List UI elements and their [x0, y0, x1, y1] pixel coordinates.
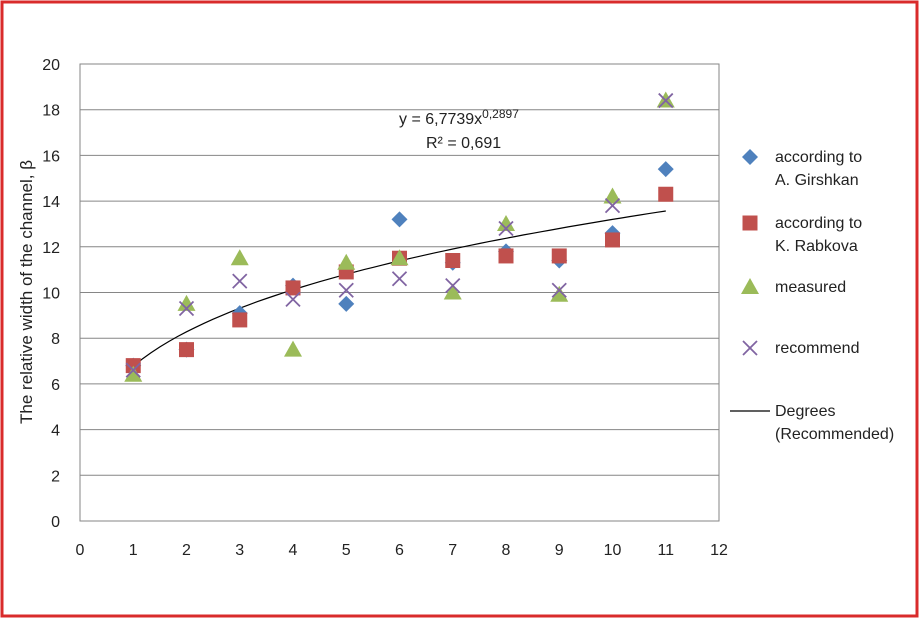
data-point-triangle — [390, 249, 409, 266]
legend-label: recommend — [775, 340, 859, 357]
data-point-x — [125, 362, 141, 378]
y-tick-label: 20 — [42, 57, 60, 74]
data-point-triangle — [177, 294, 196, 311]
data-point-square — [125, 358, 141, 374]
data-point-square — [498, 248, 514, 264]
x-tick-label: 3 — [235, 542, 244, 559]
legend-marker-triangle — [741, 278, 759, 294]
data-point-triangle — [124, 365, 143, 382]
x-tick-label: 2 — [182, 542, 191, 559]
data-point-diamond — [338, 295, 355, 312]
x-tick-labels: 0 1 2 3 4 5 6 7 8 9 10 11 12 — [76, 542, 728, 559]
x-tick-label: 0 — [76, 542, 85, 559]
data-point-x — [338, 282, 354, 298]
data-point-square — [285, 280, 301, 296]
x-tick-label: 11 — [657, 542, 674, 559]
data-point-x — [498, 220, 514, 237]
legend-marker-square — [742, 215, 758, 231]
data-point-square — [551, 248, 567, 264]
y-tick-labels: 0 2 4 6 8 10 12 14 16 18 20 — [42, 57, 60, 531]
data-point-x — [658, 92, 674, 109]
y-tick-label: 0 — [51, 514, 60, 531]
y-tick-label: 10 — [42, 286, 60, 303]
data-point-triangle — [550, 285, 569, 302]
y-tick-label: 18 — [42, 103, 60, 120]
data-point-x — [551, 282, 567, 298]
data-point-x — [604, 198, 621, 214]
equation-prefix: y = 6,7739x — [399, 111, 482, 128]
data-point-square — [232, 312, 248, 328]
equation-exponent: 0,2897 — [482, 107, 519, 121]
x-tick-label: 4 — [289, 542, 298, 559]
legend-label: K. Rabkova — [775, 238, 858, 255]
data-point-triangle — [497, 214, 515, 231]
data-point-square — [179, 342, 194, 358]
x-tick-label: 6 — [395, 542, 404, 559]
x-tick-label: 10 — [604, 542, 622, 559]
x-tick-label: 7 — [448, 542, 457, 559]
data-point-triangle — [337, 253, 356, 270]
trendline-equation: y = 6,7739x0,2897 R² = 0,691 — [399, 107, 519, 152]
legend: according to A. Girshkan according to K. Ra… — [730, 149, 894, 443]
y-tick-label: 14 — [42, 194, 60, 211]
x-tick-label: 12 — [710, 542, 728, 559]
data-point-x — [391, 271, 408, 287]
legend-label: A. Girshkan — [775, 172, 859, 189]
x-tick-label: 5 — [342, 542, 351, 559]
data-point-triangle — [284, 340, 302, 357]
r-squared-text: R² = 0,691 — [426, 135, 501, 152]
data-point-square — [658, 186, 674, 202]
legend-label: Degrees — [775, 403, 835, 420]
data-point-x — [285, 291, 301, 307]
data-point-triangle — [603, 187, 622, 204]
y-axis-title: The relative width of the channel, β — [17, 160, 36, 424]
series-x — [125, 92, 674, 378]
x-tick-label: 1 — [129, 542, 138, 559]
series-layer — [124, 91, 675, 382]
legend-label: (Recommended) — [775, 426, 894, 443]
legend-marker-x — [742, 340, 758, 356]
y-tick-label: 4 — [51, 423, 60, 440]
data-point-diamond — [391, 211, 408, 228]
x-tick-label: 9 — [555, 542, 564, 559]
legend-label: according to — [775, 149, 862, 166]
equation-text: y = 6,7739x0,2897 — [399, 107, 519, 128]
y-tick-label: 2 — [51, 468, 60, 485]
data-point-square — [605, 232, 620, 248]
data-point-x — [232, 273, 248, 289]
series-triangle — [124, 91, 675, 382]
legend-label: measured — [775, 279, 846, 296]
data-point-x — [445, 278, 461, 294]
x-tick-label: 8 — [502, 542, 511, 559]
legend-marker-diamond — [742, 149, 758, 165]
data-point-x — [178, 300, 195, 317]
y-tick-label: 12 — [42, 240, 60, 257]
y-tick-label: 6 — [51, 377, 60, 394]
data-point-diamond — [657, 161, 674, 178]
y-tick-label: 8 — [51, 331, 60, 348]
data-point-triangle — [230, 249, 249, 266]
data-point-square — [445, 253, 461, 269]
plot-area — [79, 63, 720, 522]
legend-label: according to — [775, 215, 862, 232]
data-point-triangle — [443, 283, 462, 300]
y-tick-label: 16 — [42, 148, 60, 165]
